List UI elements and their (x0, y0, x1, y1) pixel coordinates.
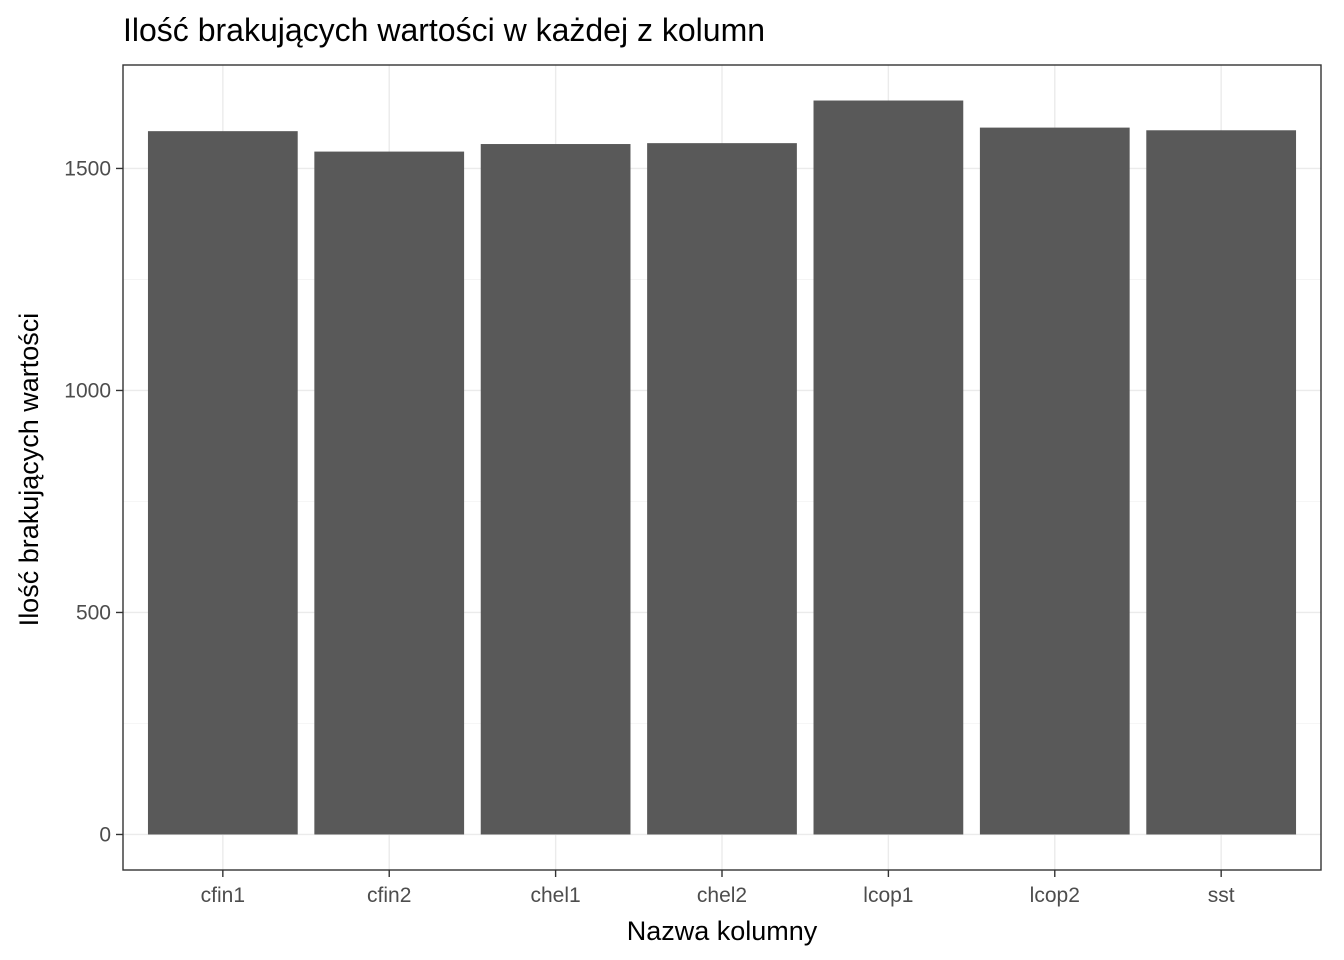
x-tick-label-cfin1: cfin1 (201, 884, 245, 907)
x-axis-title: Nazwa kolumny (627, 916, 818, 946)
y-tick-label: 0 (99, 823, 111, 846)
x-tick-label-lcop2: lcop2 (1030, 884, 1080, 907)
y-tick-label: 1000 (64, 379, 111, 402)
y-axis-title: Ilość brakujących wartości (14, 313, 44, 627)
bar-cfin1 (147, 131, 298, 835)
x-tick-label-chel1: chel1 (531, 884, 581, 907)
x-tick-label-chel2: chel2 (697, 884, 747, 907)
bar-cfin2 (314, 151, 465, 835)
bar-lcop1 (813, 100, 964, 835)
y-tick-label: 1500 (64, 157, 111, 180)
x-tick-label-sst: sst (1208, 884, 1235, 907)
x-tick-label-lcop1: lcop1 (863, 884, 913, 907)
bar-lcop2 (979, 127, 1130, 835)
chart-title: Ilość brakujących wartości w każdej z ko… (123, 12, 765, 48)
bar-chel1 (480, 144, 631, 835)
y-tick-label: 500 (76, 601, 111, 624)
bar-sst (1146, 130, 1297, 835)
bar-chel2 (647, 143, 797, 835)
x-tick-label-cfin2: cfin2 (367, 884, 411, 907)
axes: 0 500 1000 1500 cfin1 cfin2 chel1 chel2 lcop1 lco… (64, 157, 1234, 907)
bars (147, 100, 1297, 835)
